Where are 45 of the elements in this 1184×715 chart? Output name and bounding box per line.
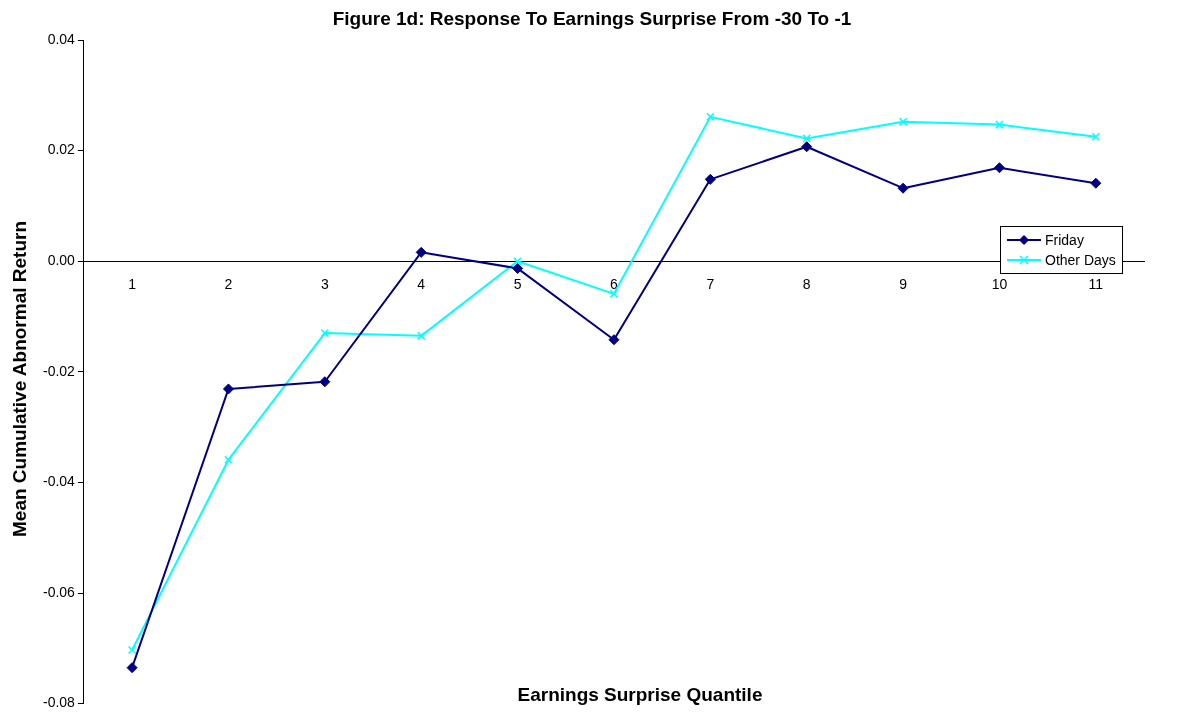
- x-tick-label: 8: [802, 276, 811, 293]
- point: [897, 182, 909, 194]
- point: [706, 112, 715, 122]
- y-tick-label: -0.08: [42, 694, 76, 711]
- y-tick-label: -0.04: [42, 473, 76, 490]
- point: [704, 173, 716, 185]
- point: [416, 331, 426, 341]
- x-tick-label: 1: [128, 276, 137, 293]
- x-tick-label: 3: [320, 276, 329, 293]
- point: [222, 383, 234, 395]
- point: [224, 455, 233, 465]
- point: [127, 645, 137, 655]
- y-tick-label: 0.02: [47, 141, 76, 158]
- x-tick-label: 10: [991, 276, 1008, 293]
- point: [513, 256, 522, 266]
- x-tick-label: 11: [1088, 276, 1104, 293]
- point: [319, 376, 331, 388]
- point: [415, 246, 427, 258]
- x-tick-label: 4: [417, 276, 426, 293]
- y-tick-label: 0.04: [47, 30, 76, 47]
- point: [802, 134, 811, 143]
- point: [995, 120, 1004, 129]
- x-tick-label: 5: [513, 276, 522, 293]
- point: [126, 662, 138, 674]
- y-tick-label: 0.00: [47, 252, 76, 269]
- x-tick-label: 9: [899, 276, 908, 293]
- y-axis-title: Mean Cumulative Abnormal Return: [9, 220, 31, 539]
- x-tick-label: 2: [224, 276, 233, 293]
- point: [993, 162, 1005, 174]
- point: [1091, 132, 1101, 142]
- y-tick-label: -0.06: [42, 583, 76, 600]
- point: [608, 334, 620, 346]
- point: [512, 262, 524, 274]
- point: [609, 289, 619, 299]
- point: [320, 328, 330, 338]
- point: [801, 141, 813, 153]
- legend-label: Friday: [1045, 232, 1084, 248]
- point: [1090, 177, 1102, 189]
- chart-title: Figure 1d: Response To Earnings Surprise From -30 To -1: [331, 8, 853, 30]
- x-axis-title: Earnings Surprise Quantile: [516, 684, 764, 706]
- x-tick-label: 6: [610, 276, 619, 293]
- y-tick-label: -0.02: [42, 362, 76, 379]
- point: [898, 117, 908, 127]
- x-tick-label: 7: [706, 276, 715, 293]
- legend-label: Other Days: [1045, 252, 1116, 268]
